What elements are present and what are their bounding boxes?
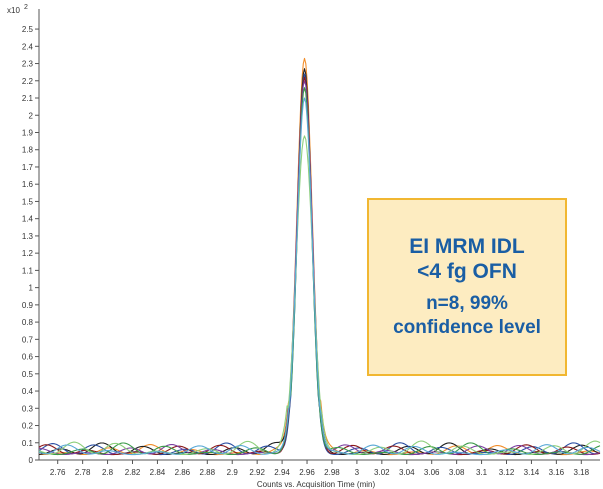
y-tick-label: 1.7 [22,163,34,172]
y-tick-label: 2 [29,111,34,120]
y-tick-label: 1 [29,284,34,293]
callout-line-3: n=8, 99% [426,293,508,314]
y-tick-label: 1.4 [22,215,34,224]
x-tick-label: 2.96 [299,468,315,477]
callout-line-2: <4 fg OFN [417,260,517,283]
y-tick-label: 1.8 [22,146,34,155]
x-tick-label: 3.04 [399,468,415,477]
y-tick-label: 0.3 [22,404,34,413]
x-tick-label: 3 [355,468,360,477]
callout-line-1: EI MRM IDL [409,235,525,258]
x-tick-label: 3.14 [524,468,540,477]
x-tick-label: 2.82 [125,468,141,477]
series-line-7 [38,135,601,456]
y-scale-label: x10 [7,6,20,15]
y-tick-label: 2.1 [22,94,34,103]
y-tick-label: 0.8 [22,318,34,327]
y-tick-label: 2.4 [22,42,34,51]
x-tick-label: 2.84 [150,468,166,477]
x-ticks: 2.76 2.78 2.8 2.82 2.84 2.86 2.88 2.9 2.92 2.94 2.… [50,460,590,477]
x-tick-label: 3.12 [499,468,515,477]
y-tick-label: 1.6 [22,180,34,189]
x-tick-label: 2.88 [200,468,216,477]
y-tick-label: 0.6 [22,353,34,362]
y-tick-label: 0.5 [22,370,34,379]
x-tick-label: 2.92 [249,468,265,477]
y-tick-label: 1.1 [22,266,34,275]
x-tick-label: 2.8 [102,468,114,477]
x-tick-label: 3.16 [549,468,565,477]
x-tick-label: 3.06 [424,468,440,477]
x-tick-label: 2.9 [227,468,239,477]
y-tick-label: 2.5 [22,25,34,34]
series-line-8 [38,97,601,456]
y-tick-label: 2.2 [22,77,34,86]
x-tick-label: 2.86 [175,468,191,477]
y-tick-label: 0 [29,456,34,465]
x-tick-label: 2.98 [324,468,340,477]
x-tick-label: 2.78 [75,468,91,477]
y-tick-label: 0.7 [22,335,34,344]
y-scale-exponent: 2 [24,4,28,11]
y-tick-label: 1.5 [22,197,34,206]
x-tick-label: 2.94 [274,468,290,477]
x-tick-label: 3.08 [449,468,465,477]
x-axis-label: Counts vs. Acquisition Time (min) [257,480,376,489]
callout-line-4: confidence level [393,317,541,338]
y-tick-label: 0.1 [22,439,34,448]
y-tick-label: 2.3 [22,60,34,69]
y-tick-label: 0.2 [22,422,34,431]
y-tick-label: 1.3 [22,232,34,241]
y-tick-label: 1.2 [22,249,34,258]
x-tick-label: 3.1 [476,468,488,477]
y-tick-label: 1.9 [22,128,34,137]
series-layer [38,57,601,456]
idl-callout-box: EI MRM IDL <4 fg OFN n=8, 99% confidence… [367,198,567,376]
x-tick-label: 3.18 [574,468,590,477]
y-ticks: 0 0.1 0.2 0.3 0.4 0.5 0.6 0.7 0.8 0.9 1 1.1 1.2 1.3 1.… [22,25,39,465]
x-tick-label: 3.02 [374,468,390,477]
y-tick-label: 0.4 [22,387,34,396]
y-tick-label: 0.9 [22,301,34,310]
x-tick-label: 2.76 [50,468,66,477]
